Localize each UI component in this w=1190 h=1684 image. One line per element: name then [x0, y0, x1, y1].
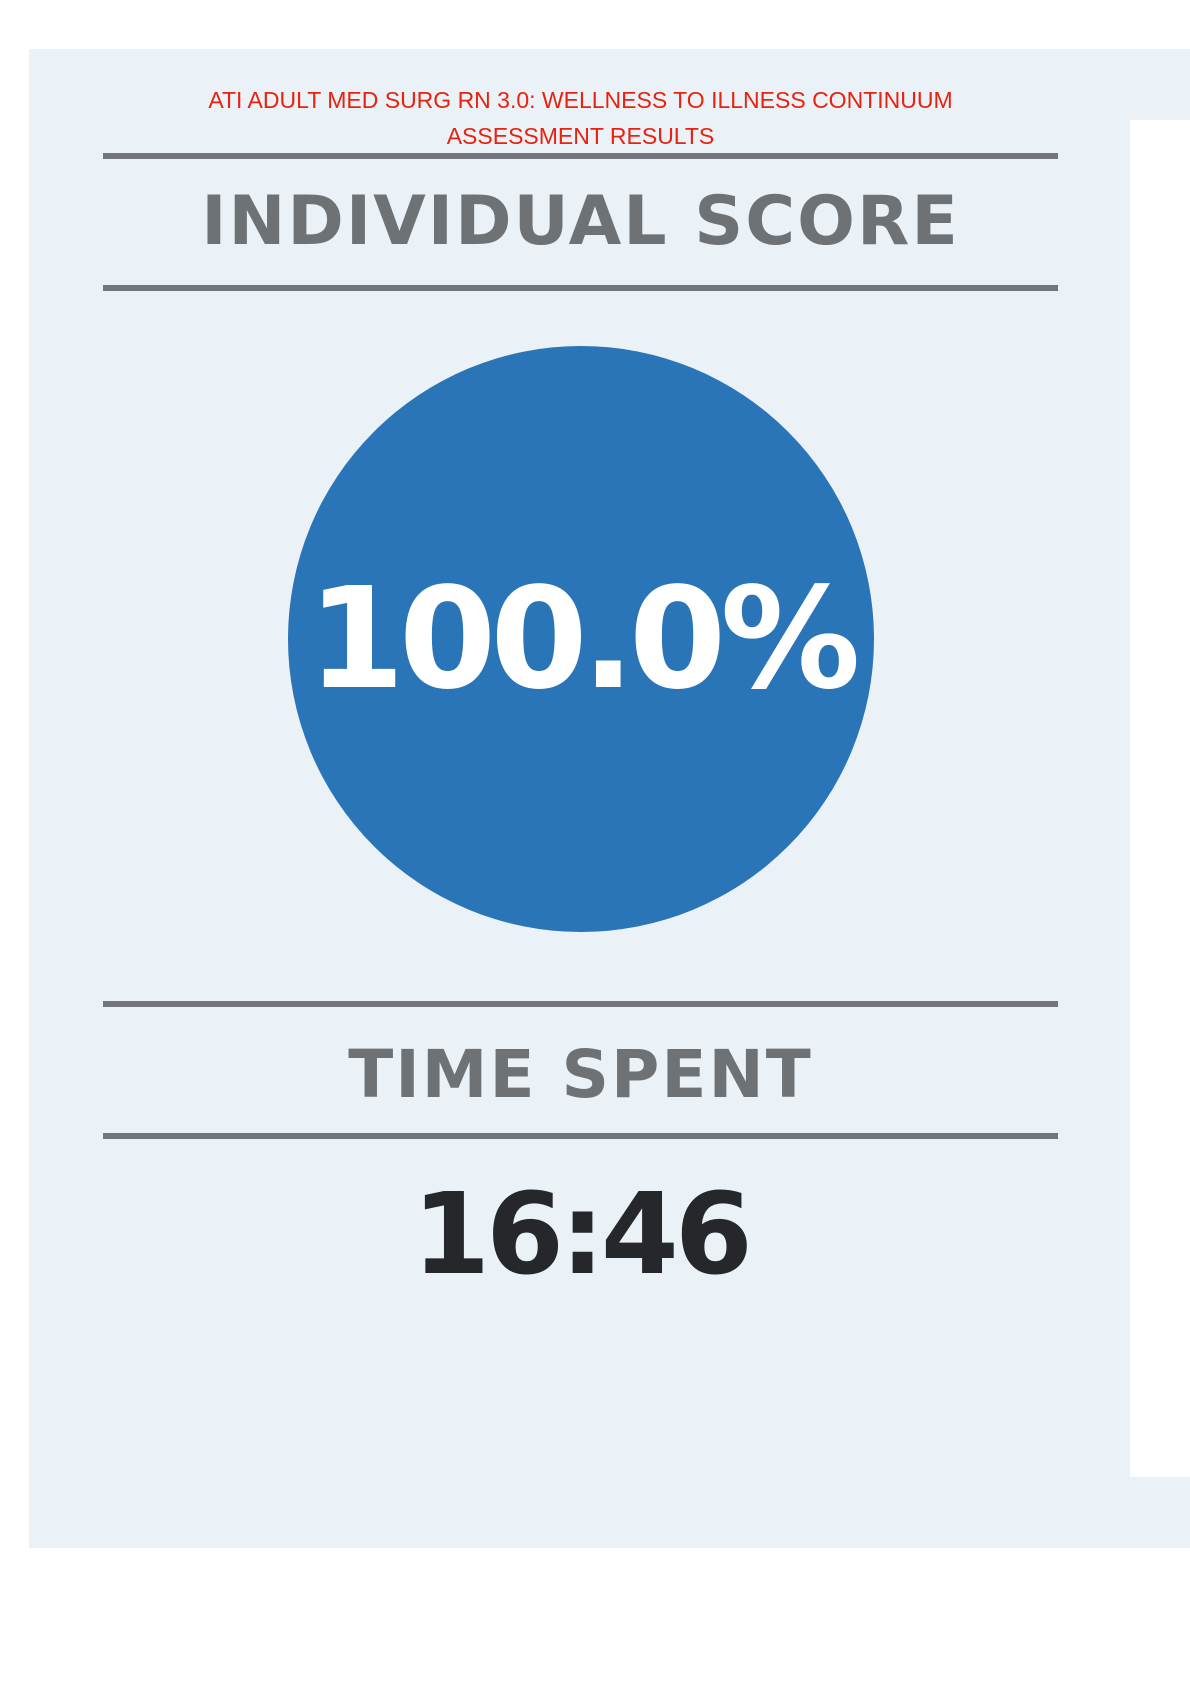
title-line-2: ASSESSMENT RESULTS	[446, 123, 715, 149]
score-circle: 100.0%	[288, 346, 874, 932]
time-spent-heading: TIME SPENT	[348, 1036, 813, 1113]
divider	[103, 1133, 1058, 1139]
title-line-1: ATI ADULT MED SURG RN 3.0: WELLNESS TO I…	[208, 87, 953, 113]
divider	[103, 285, 1058, 291]
divider	[103, 153, 1058, 159]
individual-score-heading: INDIVIDUAL SCORE	[201, 182, 960, 261]
page-title: ATI ADULT MED SURG RN 3.0: WELLNESS TO I…	[103, 82, 1058, 154]
time-spent-value: 16:46	[412, 1170, 753, 1300]
score-value: 100.0%	[307, 557, 860, 721]
divider	[103, 1001, 1058, 1007]
side-panel	[1130, 120, 1190, 1477]
